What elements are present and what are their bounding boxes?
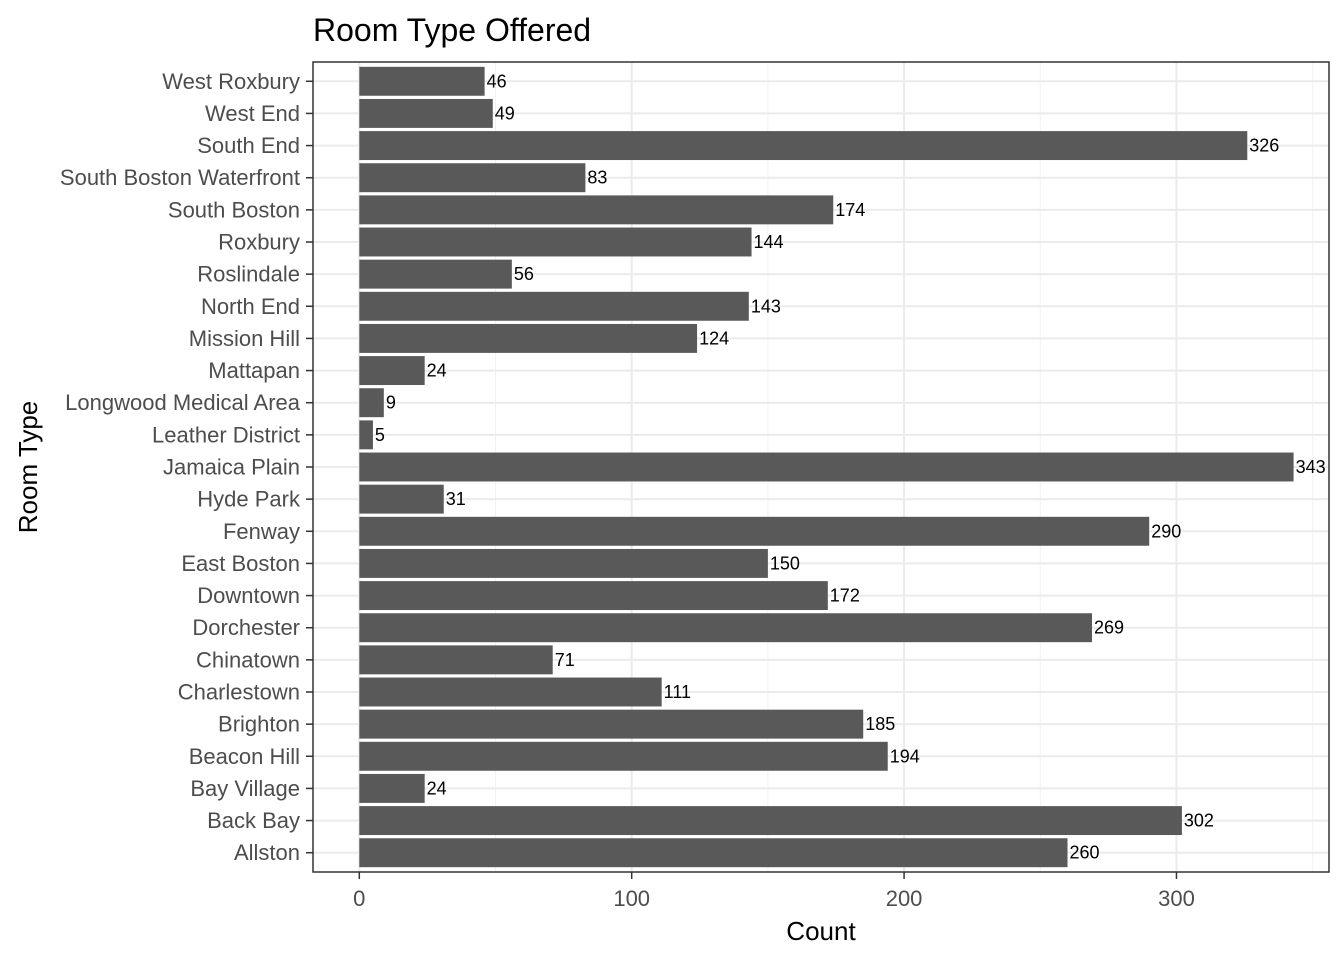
y-tick-label: East Boston [181, 551, 300, 576]
y-tick-label: Roslindale [197, 262, 300, 287]
data-label: 290 [1151, 521, 1181, 541]
data-label: 174 [835, 200, 865, 220]
x-tick-label: 200 [886, 886, 923, 911]
data-label: 111 [664, 682, 691, 702]
axes: Allston Back Bay Bay Village Beacon Hill Bri… [60, 69, 1195, 911]
data-label: 71 [555, 650, 575, 670]
data-label: 124 [699, 328, 729, 348]
chart-title: Room Type Offered [313, 12, 591, 48]
y-tick-label: Back Bay [207, 808, 300, 833]
y-tick-label: West Roxbury [162, 69, 300, 94]
data-label: 143 [751, 296, 781, 316]
bar-longwood-medical-area [359, 388, 384, 418]
bar-allston [359, 838, 1068, 868]
bar-downtown [359, 581, 828, 611]
y-tick-label: Fenway [223, 519, 300, 544]
y-tick-label: West End [205, 101, 300, 126]
y-tick-label: Bay Village [190, 776, 300, 801]
data-label: 172 [830, 586, 860, 606]
bar-south-boston-waterfront [359, 163, 586, 193]
y-tick-label: Mission Hill [189, 326, 300, 351]
data-label: 31 [446, 489, 466, 509]
bar-east-boston [359, 548, 768, 578]
y-tick-label: Roxbury [218, 230, 300, 255]
bar-west-roxbury [359, 66, 485, 96]
bar-roxbury [359, 227, 752, 257]
bar-back-bay [359, 806, 1182, 836]
bar-chinatown [359, 645, 553, 675]
bar-beacon-hill [359, 741, 888, 771]
bar-west-end [359, 98, 493, 128]
bar-roslindale [359, 259, 512, 289]
bar-jamaica-plain [359, 452, 1294, 482]
data-label: 83 [587, 168, 607, 188]
y-tick-label: Longwood Medical Area [65, 390, 301, 415]
x-tick-label: 300 [1158, 886, 1195, 911]
y-axis-title: Room Type [13, 401, 43, 533]
x-tick-label: 100 [613, 886, 650, 911]
bar-hyde-park [359, 484, 444, 514]
bar-bay-village [359, 773, 425, 803]
y-tick-label: South End [197, 133, 300, 158]
data-label: 9 [386, 393, 396, 413]
bar-mattapan [359, 356, 425, 386]
y-tick-label: Charlestown [178, 680, 300, 705]
data-label: 326 [1249, 136, 1279, 156]
y-tick-label: Leather District [152, 422, 300, 447]
data-label: 46 [487, 71, 507, 91]
data-label: 343 [1296, 457, 1326, 477]
y-tick-label: South Boston Waterfront [60, 165, 300, 190]
bars [359, 66, 1294, 868]
bar-brighton [359, 709, 864, 739]
y-tick-label: Chinatown [196, 647, 300, 672]
data-label: 302 [1184, 811, 1214, 831]
y-tick-label: Allston [234, 840, 300, 865]
data-label: 194 [890, 746, 920, 766]
x-axis-title: Count [786, 916, 856, 946]
data-label: 24 [427, 778, 447, 798]
data-label: 56 [514, 264, 534, 284]
data-label: 150 [770, 553, 800, 573]
y-tick-label: Hyde Park [197, 487, 301, 512]
bar-leather-district [359, 420, 373, 450]
data-label: 49 [495, 103, 515, 123]
data-label: 5 [375, 425, 385, 445]
x-tick-label: 0 [353, 886, 365, 911]
y-tick-label: Brighton [218, 712, 300, 737]
bar-south-end [359, 131, 1248, 161]
bar-charlestown [359, 677, 662, 707]
data-label: 269 [1094, 618, 1124, 638]
bar-mission-hill [359, 323, 698, 353]
bar-fenway [359, 516, 1150, 546]
bar-dorchester [359, 613, 1093, 643]
y-tick-label: Jamaica Plain [163, 455, 300, 480]
y-tick-label: Beacon Hill [189, 744, 300, 769]
data-label: 185 [865, 714, 895, 734]
y-tick-label: Dorchester [192, 615, 300, 640]
data-label: 24 [427, 361, 447, 381]
data-label: 260 [1070, 843, 1100, 863]
y-tick-label: North End [201, 294, 300, 319]
data-labels: 260 302 24 194 185 111 71 269 172 150 290 31 343 59 24… [375, 71, 1326, 862]
bar-south-boston [359, 195, 834, 225]
y-tick-label: South Boston [168, 197, 300, 222]
y-tick-label: Mattapan [208, 358, 300, 383]
data-label: 144 [754, 232, 784, 252]
y-tick-label: Downtown [197, 583, 300, 608]
bar-north-end [359, 291, 749, 321]
